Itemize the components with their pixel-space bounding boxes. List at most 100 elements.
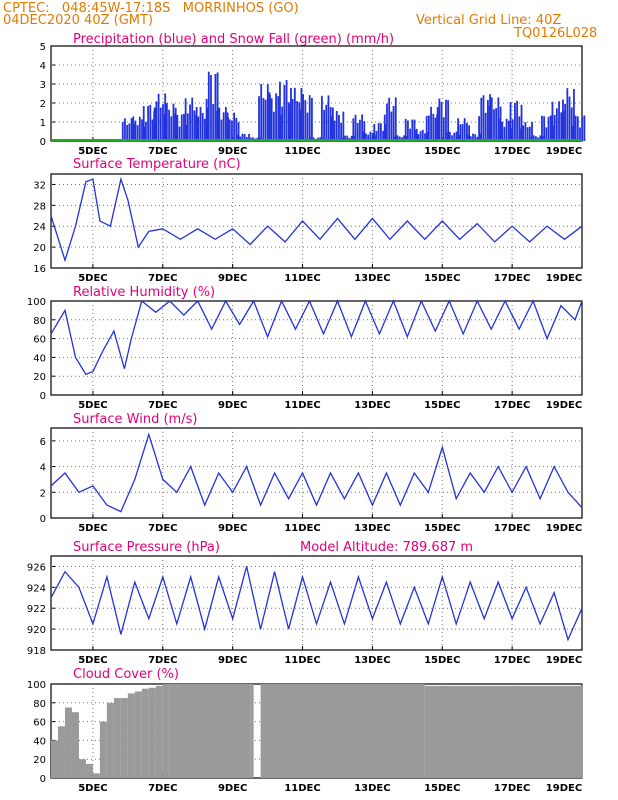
precip-bar: [235, 117, 238, 141]
precip-bar: [516, 100, 519, 141]
x-tick-label: 11DEC: [284, 146, 320, 157]
precip-bar: [579, 127, 581, 141]
precip-bar: [497, 97, 500, 141]
precip-bar: [570, 107, 573, 141]
precip-bar: [461, 123, 464, 141]
x-tick-label: 19DEC: [546, 400, 582, 411]
station-title: CPTEC: 048:45W-17:18S MORRINHOS (GO): [3, 1, 299, 16]
precip-bar: [293, 87, 296, 141]
precip-bar: [170, 116, 173, 141]
x-tick-label: 5DEC: [78, 523, 107, 534]
x-tick-label: 5DEC: [78, 400, 107, 411]
precip-bar: [201, 113, 204, 141]
precip-bar: [279, 81, 281, 141]
precip-bar: [159, 107, 162, 141]
x-tick-label: 11DEC: [284, 400, 320, 411]
precip-bar: [499, 118, 501, 141]
precip-bar: [224, 107, 227, 141]
precip-bar: [534, 136, 537, 141]
x-tick-label: 19DEC: [546, 783, 582, 794]
precip-bar: [503, 126, 506, 141]
x-tick-label: 19DEC: [546, 146, 582, 157]
precip-bar: [367, 134, 370, 141]
precip-bar: [407, 120, 409, 141]
y-tick-label: 0: [40, 774, 46, 785]
precip-bar: [583, 115, 586, 141]
precip-bar: [394, 97, 397, 141]
precip-bar: [205, 98, 208, 141]
x-tick-label: 17DEC: [494, 400, 530, 411]
precip-bar: [480, 97, 483, 141]
precip-bar: [186, 113, 189, 141]
precip-bar: [335, 110, 338, 141]
precip-bar: [155, 101, 158, 141]
x-tick-label: 17DEC: [494, 523, 530, 534]
precip-bar: [486, 99, 489, 141]
precip-bar: [362, 131, 365, 141]
x-tick-label: 17DEC: [494, 273, 530, 284]
cloud-bar: [134, 691, 142, 778]
y-tick-label: 4: [40, 463, 46, 474]
x-tick-label: 17DEC: [494, 783, 530, 794]
precip-bar: [189, 104, 191, 141]
precip-bar: [396, 135, 399, 141]
y-tick-label: 926: [27, 562, 46, 573]
precip-bar: [424, 133, 426, 141]
precip-bar: [272, 111, 275, 141]
precip-bar: [468, 125, 471, 141]
precip-bar: [333, 120, 336, 141]
precip-bar: [262, 98, 265, 141]
y-tick-label: 2: [40, 99, 46, 110]
precip-bar: [126, 124, 129, 141]
precip-bar: [283, 85, 286, 141]
precip-bar: [382, 130, 384, 141]
precip-bar: [222, 112, 225, 141]
precip-bar: [411, 119, 414, 141]
x-tick-label: 7DEC: [148, 273, 177, 284]
precip-bar: [377, 123, 380, 141]
precip-bar: [346, 135, 349, 141]
y-tick-label: 0: [40, 137, 46, 148]
precip-bar: [237, 134, 239, 141]
cloud-bar: [582, 684, 583, 778]
cloud-bar: [71, 712, 79, 778]
precip-bar: [463, 118, 466, 141]
precip-bar: [445, 99, 447, 141]
y-tick-label: 40: [33, 736, 46, 747]
precip-bar: [231, 120, 233, 141]
precip-bar: [130, 118, 133, 141]
cloud-bar: [106, 702, 114, 778]
precip-bar: [398, 136, 401, 141]
precip-bar: [121, 122, 124, 141]
y-tick-label: 6: [40, 437, 46, 448]
precip-bar: [302, 94, 305, 141]
cloud-bar: [127, 693, 135, 778]
precip-bar: [325, 104, 328, 141]
precip-bar: [572, 126, 575, 141]
precip-bar: [296, 101, 298, 141]
y-tick-label: 20: [33, 372, 46, 383]
cloud-bar: [337, 684, 425, 778]
precip-bar: [331, 116, 334, 141]
precip-bar: [413, 119, 416, 141]
precip-bar: [524, 122, 527, 141]
x-tick-label: 7DEC: [148, 146, 177, 157]
y-tick-label: 24: [33, 222, 46, 233]
y-tick-label: 16: [33, 264, 46, 275]
precip-bar: [539, 135, 542, 141]
x-tick-label: 17DEC: [494, 146, 530, 157]
precip-bar: [390, 111, 393, 141]
precip-bar: [141, 119, 143, 141]
x-tick-label: 15DEC: [424, 783, 460, 794]
precip-bar: [327, 95, 330, 141]
precip-bar: [306, 112, 309, 141]
precip-bar: [469, 136, 472, 141]
cloud-bar: [155, 685, 163, 778]
panel-title: Cloud Cover (%): [73, 667, 179, 682]
precip-bar: [291, 98, 294, 141]
precip-bar: [356, 122, 359, 141]
precip-bar: [176, 114, 179, 141]
y-tick-label: 100: [27, 680, 46, 691]
precip-bar: [354, 114, 357, 141]
precip-bar: [455, 131, 458, 141]
